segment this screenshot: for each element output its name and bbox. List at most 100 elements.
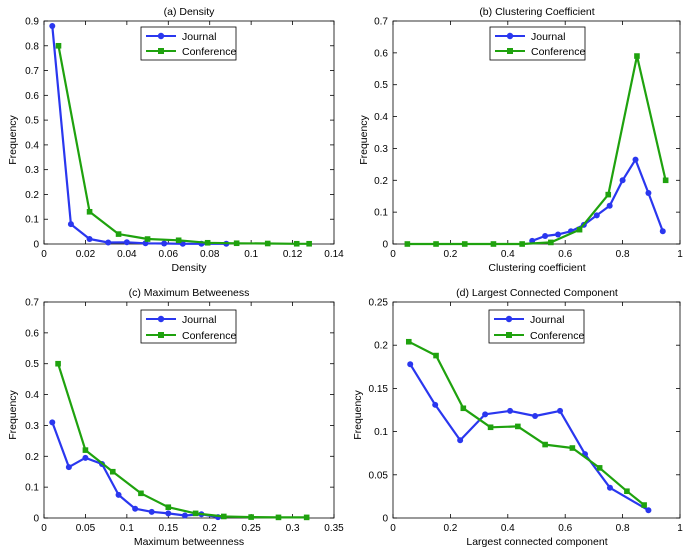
x-tick-label: 0.12 (283, 249, 303, 260)
data-point-conference (487, 424, 494, 431)
data-point-conference (490, 241, 497, 247)
x-tick-label: 0.02 (76, 249, 96, 260)
x-tick-label: 0.8 (616, 523, 630, 534)
data-point-conference (165, 504, 172, 510)
data-point-conference (624, 488, 630, 495)
x-tick-label: 0.3 (286, 523, 300, 534)
data-point-journal (115, 491, 122, 498)
series-line-conference (408, 340, 645, 506)
legend-box (488, 309, 585, 344)
x-tick-label: 0.35 (324, 523, 344, 534)
data-point-conference (461, 241, 468, 247)
data-point-journal (482, 411, 489, 418)
y-tick-label: 0.15 (369, 384, 389, 395)
legend-conference-label: Conference (531, 46, 585, 58)
y-tick-label: 0.7 (25, 298, 39, 309)
data-point-journal (606, 202, 613, 209)
data-point-journal (619, 177, 626, 184)
data-point-journal (123, 239, 130, 246)
data-point-conference (306, 240, 312, 247)
data-point-journal (49, 419, 56, 426)
data-point-journal (632, 156, 639, 163)
data-point-conference (55, 42, 62, 49)
data-point-conference (404, 241, 411, 247)
legend: Journal Conference (489, 26, 586, 61)
data-point-conference (264, 240, 271, 247)
data-point-conference (548, 239, 554, 246)
data-point-conference (233, 240, 240, 247)
legend-box (140, 309, 237, 344)
y-tick-label: 0.25 (369, 298, 389, 309)
series-line-conference (57, 363, 307, 519)
data-point-conference (293, 240, 300, 247)
x-axis-label: Maximum betweenness (134, 536, 244, 548)
legend-box (489, 26, 586, 61)
data-point-conference (569, 445, 576, 451)
data-point-journal (165, 510, 172, 517)
data-point-journal (407, 361, 414, 368)
x-tick-label: 0.25 (241, 523, 261, 534)
data-point-journal (161, 240, 168, 247)
x-tick-label: 0.05 (76, 523, 96, 534)
legend-box (140, 26, 237, 61)
data-point-conference (175, 237, 182, 244)
x-tick-label: 0.2 (443, 523, 457, 534)
chart-title: (c) Maximum Betweeness (129, 287, 250, 299)
y-tick-label: 0.6 (374, 48, 388, 59)
chart-b-clustering-coefficient: (b) Clustering Coefficient Frequency Clu… (358, 6, 683, 274)
x-tick-label: 0 (41, 523, 47, 534)
y-tick-label: 0.3 (374, 144, 388, 155)
data-point-journal (67, 221, 74, 228)
legend-conference-label: Conference (182, 46, 236, 58)
plot-area-frame (392, 301, 681, 519)
data-point-conference (109, 468, 116, 475)
data-point-journal (645, 190, 652, 197)
y-tick-label: 0.2 (374, 341, 388, 352)
x-tick-label: 0.15 (159, 523, 179, 534)
y-tick-label: 0.5 (25, 359, 39, 370)
data-point-journal (82, 454, 89, 461)
data-point-journal (65, 464, 72, 471)
series-line-conference (57, 45, 310, 245)
legend-conference-label: Conference (182, 330, 236, 342)
x-tick-label: 0 (41, 249, 47, 260)
y-axis-label: Frequency (352, 389, 364, 439)
data-point-conference (634, 53, 640, 59)
y-axis-label: Frequency (358, 114, 370, 164)
chart-title: (a) Density (164, 6, 216, 18)
x-axis-label: Density (171, 262, 207, 274)
x-tick-label: 0 (390, 523, 396, 534)
y-tick-label: 0 (382, 514, 388, 525)
legend-conference-marker (506, 332, 512, 338)
legend: Journal Conference (140, 309, 237, 344)
data-point-journal (432, 401, 439, 408)
series-line-journal (51, 25, 227, 245)
y-tick-label: 0.2 (374, 176, 388, 187)
x-axis-label: Clustering coefficient (488, 262, 585, 274)
x-tick-label: 0.14 (324, 249, 344, 260)
y-tick-label: 0.1 (25, 483, 39, 494)
y-tick-label: 0.2 (25, 452, 39, 463)
data-point-conference (221, 513, 227, 520)
plot-area-frame (43, 301, 335, 519)
legend-conference-marker (158, 48, 164, 54)
data-point-conference (662, 177, 669, 184)
data-point-conference (55, 360, 61, 367)
data-point-journal (148, 508, 155, 515)
chart-d-largest-connected-component: (d) Largest Connected Component Frequenc… (352, 287, 683, 548)
y-tick-label: 0.7 (374, 17, 388, 28)
y-tick-label: 0.1 (374, 208, 388, 219)
x-tick-label: 0.8 (616, 249, 630, 260)
x-tick-label: 0.08 (200, 249, 220, 260)
legend-journal-marker (157, 315, 165, 323)
x-tick-label: 0.1 (120, 523, 134, 534)
chart-a-density: (a) Density Frequency Density 0 0.02 0.04 0… (7, 6, 344, 274)
data-point-conference (519, 241, 525, 247)
y-tick-label: 0.3 (25, 165, 39, 176)
y-tick-label: 0.5 (374, 80, 388, 91)
legend-journal-label: Journal (182, 31, 216, 43)
y-tick-label: 0.9 (25, 17, 39, 28)
x-axis-label: Largest connected component (466, 536, 607, 548)
y-tick-label: 0.5 (25, 116, 39, 127)
